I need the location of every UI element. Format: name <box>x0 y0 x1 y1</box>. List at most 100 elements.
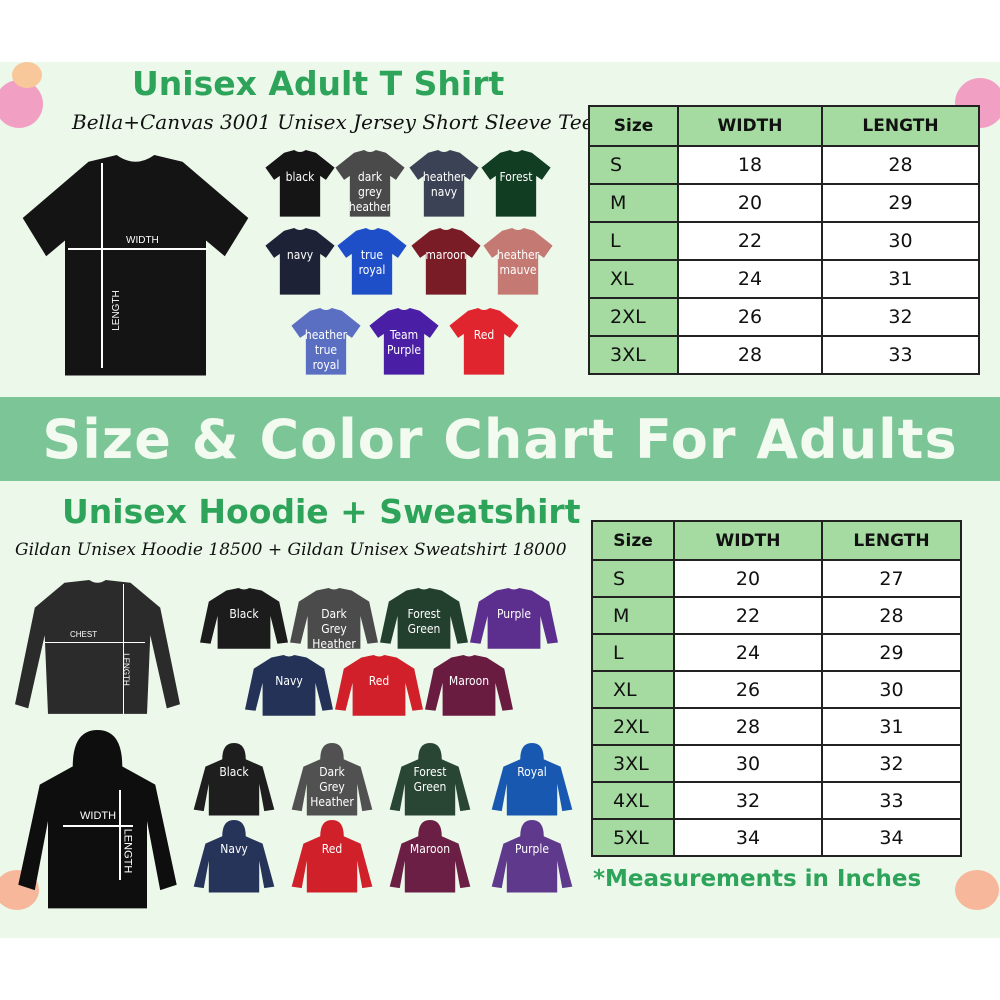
sweat-color-label: Red <box>368 673 390 688</box>
hood-swatch: Black <box>192 743 276 817</box>
hood-swatch: Navy <box>192 820 276 894</box>
hood-swatch: Royal <box>490 743 574 817</box>
tshirt-size-table: Size WIDTH LENGTH S 18 28 M 20 29 L 22 30 XL 24 31 2… <box>588 105 980 375</box>
hood-shape <box>389 820 471 893</box>
size-cell: S <box>591 559 675 598</box>
hood-shape <box>291 820 373 893</box>
hood-shape <box>291 743 373 816</box>
tee-color-label: heather true royal <box>304 328 348 373</box>
tee-shape <box>483 228 553 295</box>
sweat-swatch: Navy <box>245 655 333 717</box>
table-row: 5XL 34 34 <box>591 818 962 857</box>
table-row: L 22 30 <box>588 221 980 261</box>
hood-swatch: Forest Green <box>388 743 472 817</box>
sweat-swatch: Purple <box>470 588 558 650</box>
sweat-color-label: Forest Green <box>407 606 441 636</box>
tee-swatch: heather mauve <box>482 228 554 296</box>
size-header: Size <box>591 520 675 561</box>
length-cell: 32 <box>821 297 980 337</box>
hood-color-label: Forest Green <box>413 765 447 795</box>
length-cell: 30 <box>821 221 980 261</box>
length-cell: 33 <box>821 781 962 820</box>
sweat-shape <box>200 588 288 649</box>
width-cell: 22 <box>677 221 823 261</box>
table-row: 3XL 30 32 <box>591 744 962 783</box>
tee-shape <box>449 308 519 375</box>
length-cell: 31 <box>821 259 980 299</box>
tee-shape <box>481 150 551 217</box>
tee-shape <box>265 228 335 295</box>
hood-color-label: Black <box>219 765 249 780</box>
tee-color-label: Red <box>473 328 495 343</box>
table-row: L 24 29 <box>591 633 962 672</box>
tee-color-label: Team Purple <box>386 328 422 358</box>
tee-color-label: true royal <box>358 248 386 278</box>
hood-swatch: Red <box>290 820 374 894</box>
hood-color-label: Maroon <box>409 842 451 857</box>
width-arrow <box>68 248 208 250</box>
tee-color-label: navy <box>286 248 314 263</box>
tee-swatch: navy <box>264 228 336 296</box>
size-cell: M <box>591 596 675 635</box>
size-cell: XL <box>591 670 675 709</box>
table-row: XL 24 31 <box>588 259 980 299</box>
table-row: 3XL 28 33 <box>588 335 980 375</box>
flower-decoration-top-left <box>0 80 43 128</box>
sweat-color-label: Purple <box>496 606 532 621</box>
length-cell: 29 <box>821 633 962 672</box>
flower-decoration-bottom-right <box>955 870 999 910</box>
width-header: WIDTH <box>677 105 823 147</box>
size-cell: 3XL <box>588 335 679 375</box>
length-label: LENGTH <box>121 828 134 874</box>
length-arrow <box>101 163 103 368</box>
hood-shape <box>491 743 573 816</box>
hoodie-size-diagram: WIDTH LENGTH <box>15 730 180 912</box>
sweat-color-label: Dark Grey Heather <box>312 606 356 651</box>
table-row: XL 26 30 <box>591 670 962 709</box>
length-cell: 30 <box>821 670 962 709</box>
sweat-swatch: Maroon <box>425 655 513 717</box>
size-cell: M <box>588 183 679 223</box>
hood-shape <box>491 820 573 893</box>
chest-label: CHEST <box>70 630 98 639</box>
tee-shape <box>369 308 439 375</box>
tee-swatch: Team Purple <box>368 308 440 376</box>
hood-swatch: Purple <box>490 820 574 894</box>
sweat-color-label: Black <box>229 606 259 621</box>
length-header: LENGTH <box>821 105 980 147</box>
tee-swatch: Red <box>448 308 520 376</box>
width-cell: 28 <box>673 707 823 746</box>
length-arrow <box>119 790 121 880</box>
sweat-shape <box>290 588 378 649</box>
length-cell: 27 <box>821 559 962 598</box>
size-cell: 5XL <box>591 818 675 857</box>
tee-swatch: black <box>264 150 336 218</box>
length-header: LENGTH <box>821 520 962 561</box>
sweat-shape <box>470 588 558 649</box>
size-cell: S <box>588 145 679 185</box>
flower-decoration-top-left-2 <box>12 62 42 88</box>
width-cell: 26 <box>673 670 823 709</box>
tshirt-title: Unisex Adult T Shirt <box>132 64 505 103</box>
sweatshirt-size-diagram: CHEST LENGTH <box>15 580 180 718</box>
hood-color-label: Royal <box>517 765 547 780</box>
tee-color-label: black <box>285 170 315 185</box>
table-row: S 20 27 <box>591 559 962 598</box>
length-cell: 28 <box>821 145 980 185</box>
hood-shape <box>193 743 275 816</box>
size-cell: 3XL <box>591 744 675 783</box>
banner-title: Size & Color Chart For Adults <box>42 407 958 471</box>
tee-color-label: heather navy <box>422 170 466 200</box>
sweat-shape <box>335 655 423 716</box>
length-cell: 28 <box>821 596 962 635</box>
tee-color-label: dark grey heather <box>348 170 392 215</box>
sweat-swatch: Red <box>335 655 423 717</box>
size-header: Size <box>588 105 679 147</box>
sweat-color-label: Navy <box>275 673 303 688</box>
hoodie-size-table: Size WIDTH LENGTH S 20 27 M 22 28 L 24 29 XL 26 30 2… <box>591 520 962 857</box>
tee-swatch: heather navy <box>408 150 480 218</box>
tee-color-label: heather mauve <box>496 248 540 278</box>
table-row: S 18 28 <box>588 145 980 185</box>
width-label: WIDTH <box>126 235 159 246</box>
hood-shape <box>193 820 275 893</box>
